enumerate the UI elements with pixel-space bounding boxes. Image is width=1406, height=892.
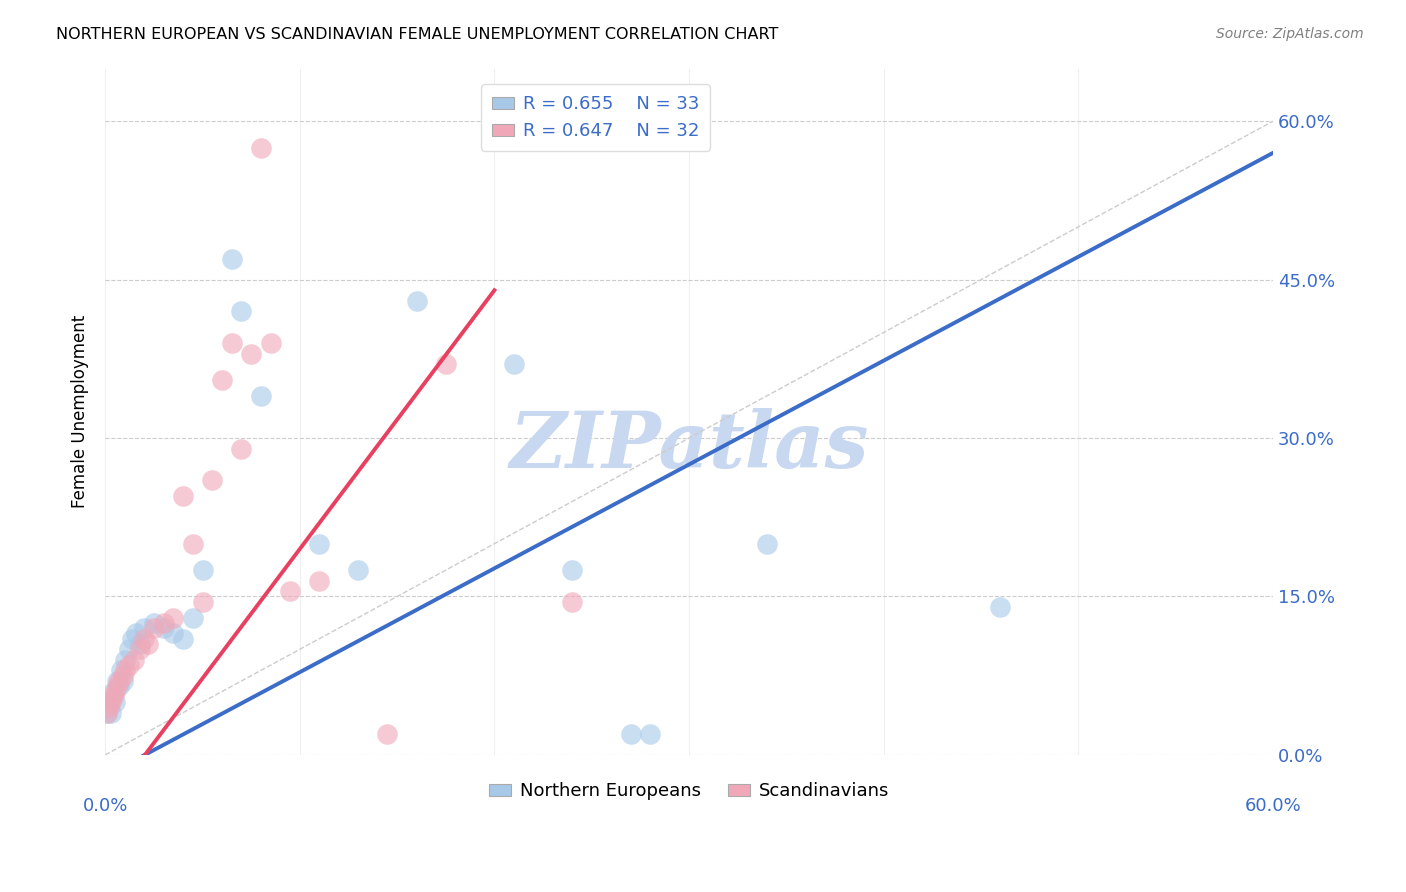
Point xyxy=(231,442,253,456)
Point xyxy=(96,706,118,720)
Point xyxy=(117,658,139,673)
Point xyxy=(100,706,122,720)
Point xyxy=(111,673,134,688)
Point xyxy=(620,727,643,741)
Point xyxy=(142,621,165,635)
Point xyxy=(96,706,118,720)
Text: ZIPatlas: ZIPatlas xyxy=(509,408,869,484)
Point xyxy=(162,610,184,624)
Point xyxy=(129,637,152,651)
Point xyxy=(114,664,136,678)
Point xyxy=(172,489,194,503)
Point xyxy=(136,637,159,651)
Point xyxy=(755,537,778,551)
Point xyxy=(172,632,194,646)
Point xyxy=(211,373,233,387)
Point xyxy=(250,389,273,403)
Point xyxy=(105,679,128,693)
Point xyxy=(152,615,174,630)
Point xyxy=(377,727,399,741)
Point xyxy=(278,584,301,599)
Point xyxy=(125,626,148,640)
Point xyxy=(105,673,128,688)
Point xyxy=(108,679,131,693)
Point xyxy=(121,632,143,646)
Point xyxy=(181,610,204,624)
Point xyxy=(111,669,134,683)
Point xyxy=(308,574,330,588)
Text: 60.0%: 60.0% xyxy=(1244,797,1301,814)
Point xyxy=(308,537,330,551)
Point xyxy=(221,252,243,266)
Point xyxy=(117,642,139,657)
Point xyxy=(104,695,127,709)
Point xyxy=(104,684,127,698)
Point xyxy=(561,563,583,577)
Point xyxy=(250,141,273,155)
Point xyxy=(129,642,152,657)
Point xyxy=(181,537,204,551)
Point xyxy=(101,690,124,704)
Point xyxy=(240,346,263,360)
Point xyxy=(142,615,165,630)
Point xyxy=(561,595,583,609)
Point xyxy=(191,595,214,609)
Point xyxy=(114,653,136,667)
Point xyxy=(434,357,457,371)
Point xyxy=(502,357,524,371)
Text: NORTHERN EUROPEAN VS SCANDINAVIAN FEMALE UNEMPLOYMENT CORRELATION CHART: NORTHERN EUROPEAN VS SCANDINAVIAN FEMALE… xyxy=(56,27,779,42)
Point xyxy=(259,336,281,351)
Text: 0.0%: 0.0% xyxy=(83,797,128,814)
Point xyxy=(134,632,156,646)
Point xyxy=(98,700,121,714)
Point xyxy=(201,474,224,488)
Point xyxy=(988,600,1011,615)
Point xyxy=(110,664,132,678)
Point xyxy=(101,684,124,698)
Point xyxy=(221,336,243,351)
Point xyxy=(134,621,156,635)
Point xyxy=(108,673,131,688)
Y-axis label: Female Unemployment: Female Unemployment xyxy=(72,315,89,508)
Point xyxy=(347,563,370,577)
Point xyxy=(638,727,661,741)
Point xyxy=(162,626,184,640)
Text: Source: ZipAtlas.com: Source: ZipAtlas.com xyxy=(1216,27,1364,41)
Point xyxy=(152,621,174,635)
Point xyxy=(124,653,146,667)
Point xyxy=(231,304,253,318)
Point xyxy=(405,293,427,308)
Legend: Northern Europeans, Scandinavians: Northern Europeans, Scandinavians xyxy=(482,775,896,807)
Point xyxy=(100,695,122,709)
Point xyxy=(191,563,214,577)
Point xyxy=(98,695,121,709)
